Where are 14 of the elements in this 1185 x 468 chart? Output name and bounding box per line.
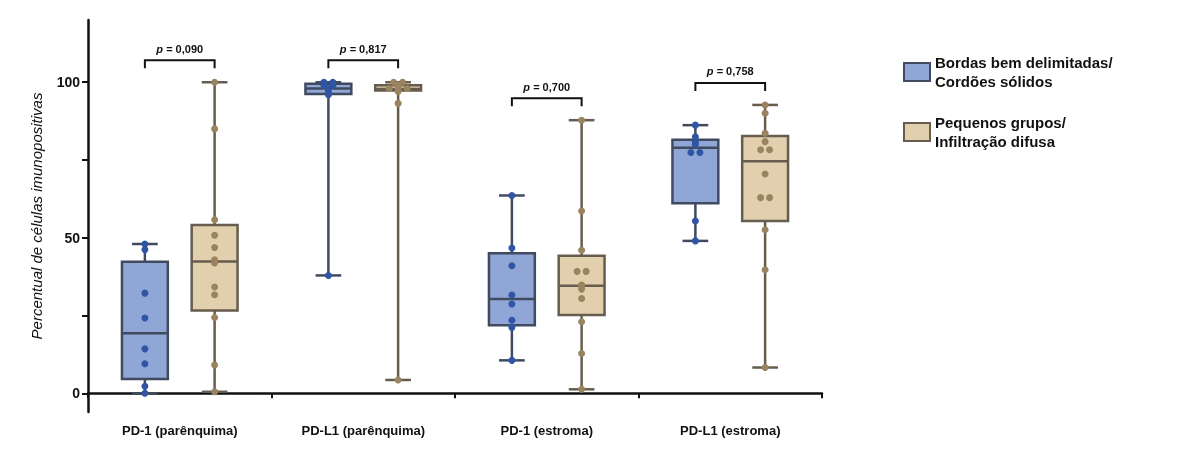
annotation: p = 0,700: [522, 80, 571, 93]
y-tick-label: 0: [72, 385, 81, 402]
x-tick-label: PD-L1 (parênquima): [301, 423, 426, 438]
annotation: p = 0,758: [705, 65, 754, 78]
annotation: p = 0,817: [338, 42, 387, 55]
y-tick-label: 50: [64, 229, 81, 246]
x-tick-label: PD-1 (parênquima): [121, 423, 238, 438]
x-tick-label: PD-L1 (estroma): [680, 423, 781, 438]
legend-label: Pequenos grupos/Infiltração difusa: [935, 114, 1067, 150]
y-axis-title: Percentual de células imunopositivas: [28, 92, 45, 340]
y-tick-label: 100: [56, 74, 81, 91]
x-tick-label: PD-1 (estroma): [500, 423, 593, 438]
legend-label: Bordas bem delimitadas/Cordões sólidos: [935, 54, 1114, 90]
annotation: p = 0,090: [155, 42, 204, 55]
